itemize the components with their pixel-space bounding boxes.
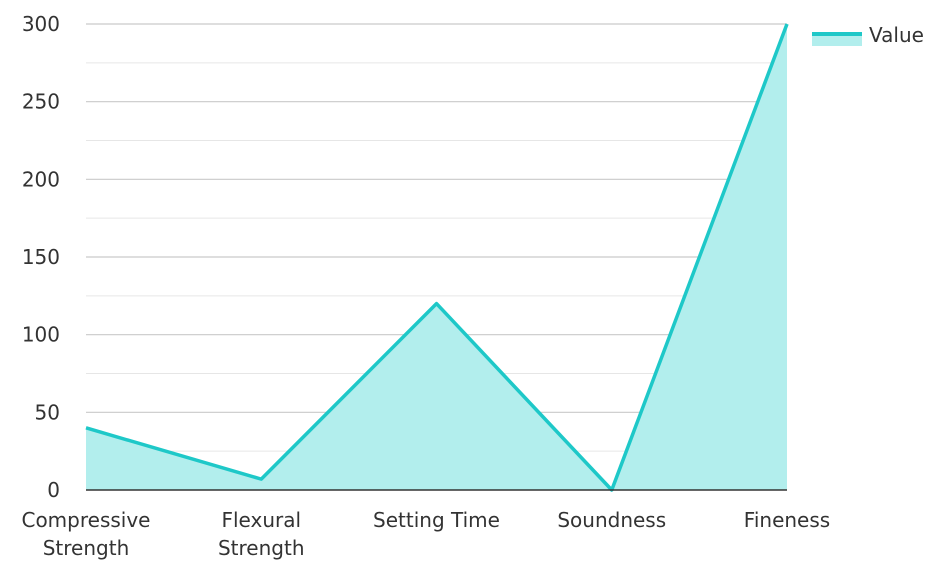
gridlines [86,23,787,452]
y-tick-label: 200 [22,167,60,191]
x-category-label: Fineness [744,508,830,532]
legend: Value [812,23,924,47]
area-fill-value [86,24,787,490]
x-category-label: Setting Time [373,508,500,532]
y-tick-label: 50 [35,400,60,424]
x-category-label: Soundness [557,508,666,532]
y-tick-label: 100 [22,323,60,347]
y-tick-label: 150 [22,245,60,269]
x-category-label: Compressive Strength [21,508,150,560]
legend-swatch [812,34,862,46]
y-tick-label: 300 [22,12,60,36]
y-axis-tick-labels: 0 50 100 150 200 250 300 [22,12,60,502]
series-line-value [85,23,789,492]
x-category-label: Flexural Strength [218,508,305,560]
legend-label-value: Value [869,23,924,47]
y-tick-label: 250 [22,90,60,114]
y-tick-label: 0 [47,478,60,502]
x-axis-category-labels: Compressive Strength Flexural Strength Setti… [21,508,830,560]
